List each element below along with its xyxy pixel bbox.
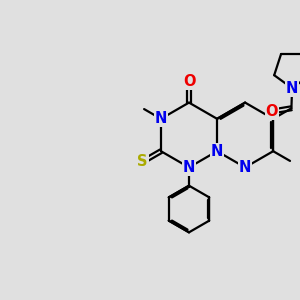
Text: O: O <box>183 74 195 89</box>
Text: N: N <box>211 144 223 159</box>
Text: O: O <box>266 104 278 119</box>
Text: N: N <box>155 111 167 126</box>
Text: S: S <box>137 154 148 169</box>
Text: N: N <box>239 160 251 175</box>
Text: N: N <box>183 160 195 175</box>
Text: N: N <box>286 81 298 96</box>
